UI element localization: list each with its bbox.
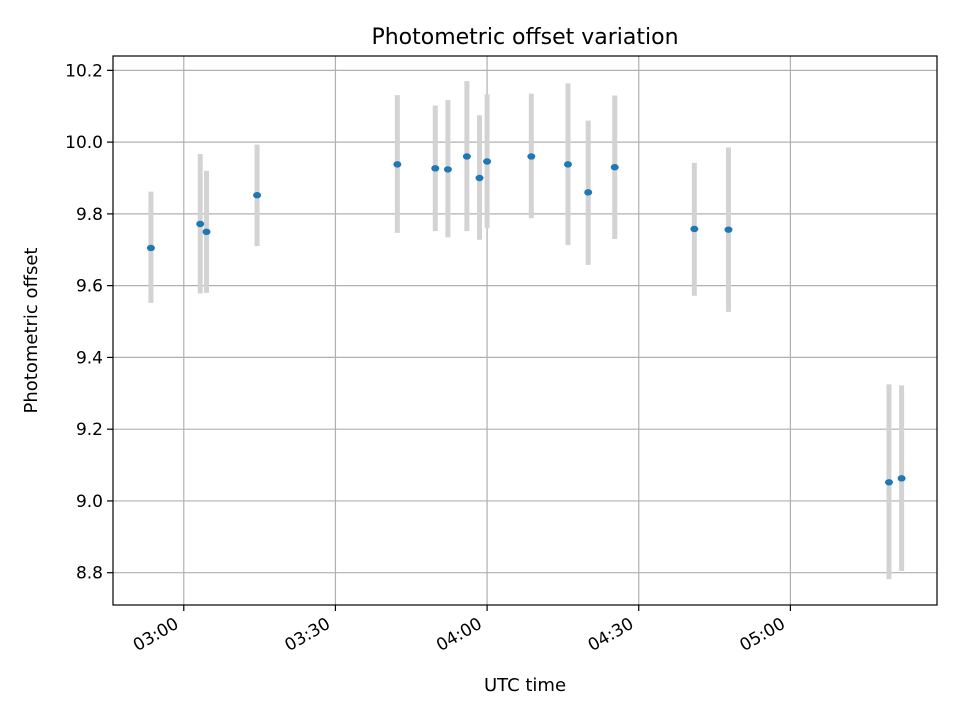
data-point bbox=[527, 153, 536, 160]
y-tick-label: 9.2 bbox=[76, 420, 103, 440]
y-axis-ticks: 8.8 9.0 9.2 9.4 9.6 9.8 10.0 10.2 bbox=[65, 61, 113, 584]
data-points bbox=[146, 153, 906, 486]
chart-title: Photometric offset variation bbox=[371, 25, 678, 50]
y-axis-label: Photometric offset bbox=[21, 248, 42, 414]
y-tick-label: 10.2 bbox=[65, 61, 103, 81]
plot-frame bbox=[112, 55, 938, 606]
data-point bbox=[146, 244, 155, 252]
data-point bbox=[475, 174, 484, 182]
y-tick-label: 9.0 bbox=[76, 492, 103, 512]
data-point bbox=[690, 225, 699, 233]
data-point bbox=[253, 192, 262, 199]
plot-area bbox=[113, 56, 937, 605]
data-point bbox=[462, 153, 471, 160]
y-tick-label: 9.4 bbox=[76, 348, 103, 368]
data-point bbox=[724, 226, 733, 233]
data-point bbox=[563, 161, 572, 168]
data-point bbox=[196, 220, 205, 228]
data-point bbox=[897, 475, 906, 482]
y-tick-label: 9.8 bbox=[76, 205, 103, 225]
y-tick-label: 8.8 bbox=[76, 564, 103, 584]
data-point bbox=[483, 158, 492, 165]
data-point bbox=[584, 189, 593, 196]
data-point bbox=[610, 164, 619, 171]
data-point bbox=[202, 228, 211, 236]
data-point bbox=[431, 165, 440, 172]
x-axis-label: UTC time bbox=[484, 675, 566, 696]
data-point bbox=[443, 166, 452, 173]
y-tick-label: 10.0 bbox=[65, 133, 103, 153]
data-point bbox=[884, 479, 893, 486]
data-point bbox=[393, 161, 402, 168]
y-tick-label: 9.6 bbox=[76, 277, 103, 297]
